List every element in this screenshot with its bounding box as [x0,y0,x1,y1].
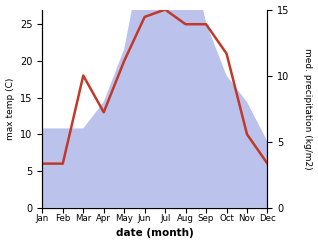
X-axis label: date (month): date (month) [116,228,194,238]
Y-axis label: med. precipitation (kg/m2): med. precipitation (kg/m2) [303,48,313,169]
Y-axis label: max temp (C): max temp (C) [5,77,15,140]
